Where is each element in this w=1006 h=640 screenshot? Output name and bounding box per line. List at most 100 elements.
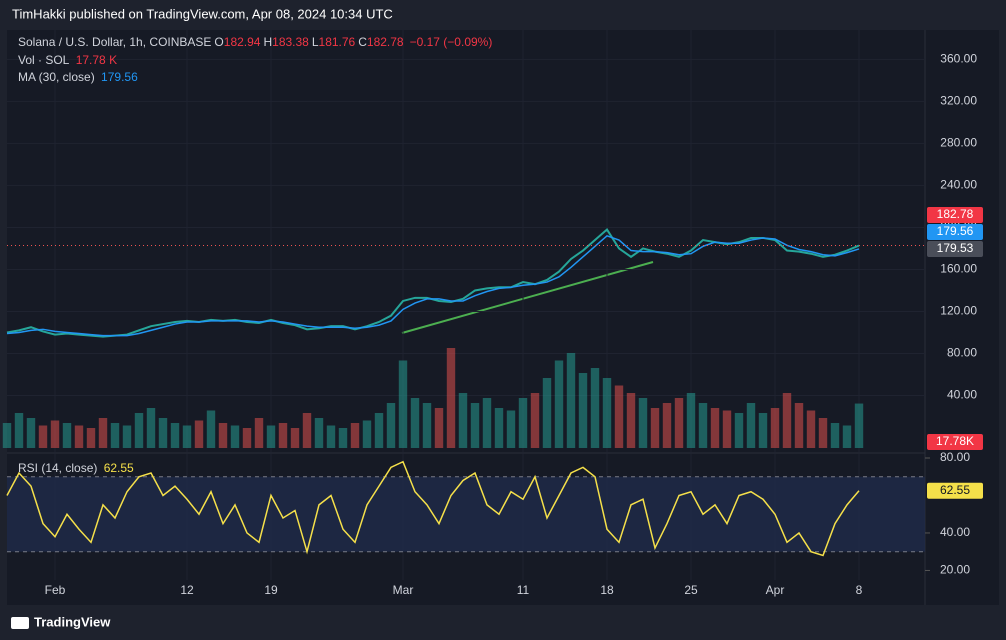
price-mark-label-bg: [927, 240, 983, 257]
price-mark-label: 179.53: [937, 241, 974, 255]
volume-bar: [470, 403, 480, 448]
volume-bar: [230, 425, 240, 448]
rsi-band: [7, 476, 925, 552]
ohlc-label: H: [263, 35, 273, 49]
volume-bar: [218, 423, 228, 448]
x-tick-label: 18: [600, 583, 614, 597]
volume-bar: [770, 408, 780, 448]
volume-bar: [650, 408, 660, 448]
rsi-tick-label: 80.00: [940, 450, 970, 464]
volume-bar: [74, 425, 84, 448]
volume-bar: [722, 410, 732, 448]
footer: TradingView: [34, 614, 111, 629]
volume-bar: [578, 373, 588, 448]
y-tick-label: 80.00: [947, 346, 977, 360]
volume-bar: [458, 393, 468, 448]
volume-last-label-bg: [927, 434, 983, 450]
price-last-label: 182.78: [937, 207, 974, 221]
volume-bar: [62, 423, 72, 448]
x-tick-label: 11: [517, 583, 530, 597]
volume-bar: [254, 418, 264, 448]
volume-bar: [506, 410, 516, 448]
volume-bar: [746, 403, 756, 448]
volume-last-label: 17.78K: [936, 434, 974, 448]
symbol: Solana / U.S. Dollar, 1h, COINBASE: [18, 35, 212, 49]
volume-bar: [278, 423, 288, 448]
volume-bar: [626, 393, 636, 448]
volume-bar: [590, 368, 600, 448]
x-tick-label: 25: [684, 583, 698, 597]
volume-bar: [314, 418, 324, 448]
volume-bar: [158, 418, 168, 448]
volume-bar: [530, 393, 540, 448]
ohlc-value: 181.76: [318, 35, 356, 49]
ohlc-label: C: [358, 35, 367, 49]
header: TimHakki published on TradingView.com, A…: [12, 6, 393, 21]
rsi-line: [6, 460, 860, 557]
ma-value: 179.56: [101, 70, 138, 84]
volume-bar: [638, 398, 648, 448]
volume-bar: [206, 410, 216, 448]
volume-bar: [290, 428, 300, 448]
legend-rsi: RSI (14, close) 62.55: [18, 461, 137, 475]
x-tick-label: 8: [856, 583, 863, 597]
x-tick-label: 12: [180, 583, 194, 597]
change: −0.17 (−0.09%): [409, 35, 493, 49]
rsi-tick-label: 20.00: [940, 563, 970, 577]
volume-bar: [494, 408, 504, 448]
legend-ma: MA (30, close) 179.56: [18, 70, 141, 84]
volume-bar: [386, 403, 396, 448]
volume-bar: [854, 403, 864, 448]
volume-bar: [362, 420, 372, 448]
y-tick-label: 120.00: [940, 304, 977, 318]
rsi-value: 62.55: [103, 461, 134, 475]
volume-bar: [806, 410, 816, 448]
ohlc-label: L: [311, 35, 319, 49]
volume-bar: [182, 425, 192, 448]
rsi-name: RSI (14, close): [18, 461, 98, 475]
volume-bar: [698, 403, 708, 448]
volume-bar: [86, 428, 96, 448]
vol-value: 17.78 K: [75, 53, 118, 67]
volume-bar: [326, 425, 336, 448]
y-tick-label: 360.00: [940, 52, 977, 66]
volume-bar: [14, 413, 24, 448]
legend-main: Solana / U.S. Dollar, 1h, COINBASE O182.9…: [18, 35, 495, 49]
volume-bar: [410, 398, 420, 448]
volume-bar: [446, 348, 456, 448]
rsi-last-label: 62.55: [940, 483, 970, 497]
volume-bar: [614, 385, 624, 448]
volume-bar: [194, 420, 204, 448]
volume-bar: [50, 420, 60, 448]
volume-bar: [398, 360, 408, 448]
volume-bar: [734, 413, 744, 448]
y-tick-label: 40.00: [947, 388, 977, 402]
volume-bar: [710, 408, 720, 448]
logo: [11, 617, 29, 629]
volume-bar: [266, 425, 276, 448]
volume-bar: [2, 423, 12, 448]
volume-bar: [170, 423, 180, 448]
volume-bar: [122, 425, 132, 448]
volume-bar: [566, 353, 576, 448]
y-tick-label: 240.00: [940, 178, 977, 192]
volume-bar: [338, 428, 348, 448]
trend-line[interactable]: [401, 261, 654, 334]
y-tick-label: 280.00: [940, 136, 977, 150]
volume-bar: [518, 398, 528, 448]
ma-last-label-bg: [927, 223, 983, 240]
volume-bar: [686, 393, 696, 448]
volume-bar: [818, 418, 828, 448]
ma-line: [6, 234, 860, 337]
volume-bar: [110, 423, 120, 448]
volume-bar: [782, 393, 792, 448]
volume-bar: [758, 413, 768, 448]
volume-bar: [38, 425, 48, 448]
y-tick-label: 160.00: [940, 262, 977, 276]
volume-bar: [434, 408, 444, 448]
volume-bar: [542, 378, 552, 448]
volume-bar: [482, 398, 492, 448]
ma-last-label: 179.56: [937, 224, 974, 238]
